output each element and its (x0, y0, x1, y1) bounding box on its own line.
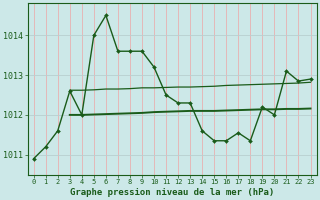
X-axis label: Graphe pression niveau de la mer (hPa): Graphe pression niveau de la mer (hPa) (70, 188, 274, 197)
